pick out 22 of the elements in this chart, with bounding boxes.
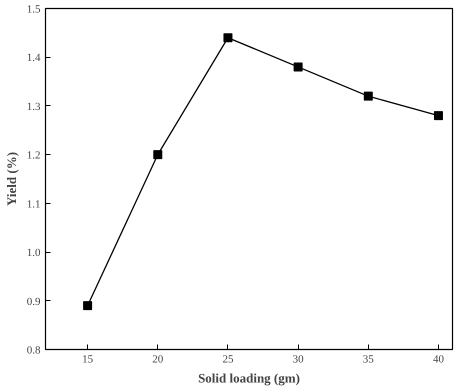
x-tick-label: 35 <box>362 354 374 366</box>
y-tick-label: 1.0 <box>26 247 41 260</box>
x-tick-label: 20 <box>152 354 164 366</box>
x-tick-label: 30 <box>292 354 304 366</box>
point <box>434 111 443 120</box>
x-tick-label: 15 <box>82 354 94 366</box>
y-tick-label: 0.9 <box>26 296 41 308</box>
point <box>294 62 303 72</box>
point <box>364 92 373 101</box>
y-tick-label: 1.2 <box>26 150 40 162</box>
y-tick-label: 0.8 <box>26 344 41 356</box>
x-tick-label: 25 <box>222 354 234 366</box>
y-tick-label: 1.5 <box>26 4 41 16</box>
point <box>83 301 92 310</box>
y-axis-title: Yield (%) <box>4 152 19 206</box>
y-tick-label: 1.1 <box>26 198 40 210</box>
y-tick-label: 1.4 <box>26 52 41 64</box>
y-tick-label: 1.3 <box>26 100 41 113</box>
point <box>153 150 162 160</box>
point <box>223 33 232 42</box>
x-axis-title: Solid loading (gm) <box>198 370 300 386</box>
x-tick-label: 40 <box>432 354 444 366</box>
